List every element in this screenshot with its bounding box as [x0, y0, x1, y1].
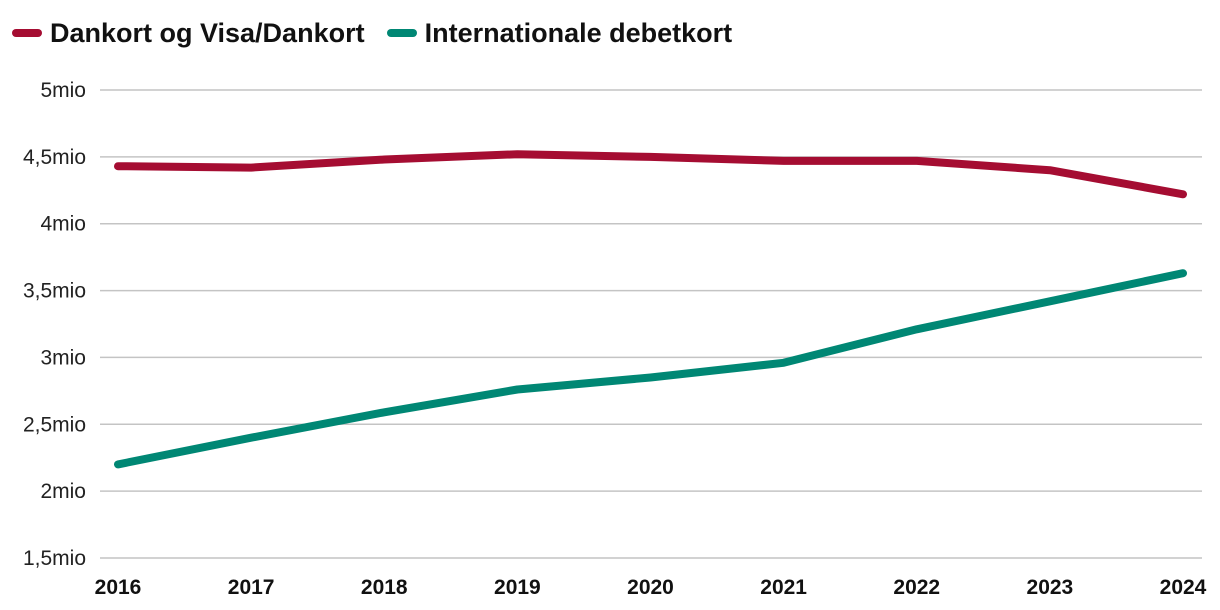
y-tick-label: 1,5mio — [23, 547, 86, 570]
y-tick-label: 5mio — [40, 79, 86, 102]
x-tick-label: 2022 — [893, 576, 940, 599]
y-axis-ticks: 1,5mio 2mio 2,5mio 3mio 3,5mio 4mio 4,5mio 5mio — [23, 79, 86, 570]
legend-swatch-dankort — [12, 29, 42, 37]
x-axis-ticks: 2016 2017 2018 2019 2020 2021 2022 2023 2024 — [95, 576, 1207, 599]
x-tick-label: 2019 — [494, 576, 541, 599]
series-line-dankort — [114, 150, 1187, 199]
x-tick-label: 2018 — [361, 576, 408, 599]
y-tick-label: 3mio — [40, 346, 86, 369]
y-tick-label: 4,5mio — [23, 146, 86, 169]
legend-label-international: Internationale debetkort — [424, 17, 733, 48]
y-tick-label: 4mio — [40, 213, 86, 236]
y-tick-label: 2,5mio — [23, 413, 86, 436]
chart-legend: Dankort og Visa/Dankort Internationale d… — [12, 14, 732, 52]
series-lines — [114, 150, 1187, 469]
legend-item-international: Internationale debetkort — [386, 17, 733, 49]
y-tick-label: 3,5mio — [23, 280, 86, 303]
x-tick-label: 2020 — [627, 576, 674, 599]
series-line-international — [114, 269, 1187, 469]
x-tick-label: 2021 — [760, 576, 807, 599]
legend-swatch-international — [386, 29, 417, 37]
x-tick-label: 2017 — [228, 576, 275, 599]
x-tick-label: 2023 — [1027, 576, 1074, 599]
y-tick-label: 2mio — [40, 480, 86, 503]
legend-label-dankort: Dankort og Visa/Dankort — [50, 17, 365, 48]
legend-item-dankort: Dankort og Visa/Dankort — [12, 18, 365, 49]
x-tick-label: 2024 — [1160, 576, 1207, 599]
x-tick-label: 2016 — [95, 576, 142, 599]
